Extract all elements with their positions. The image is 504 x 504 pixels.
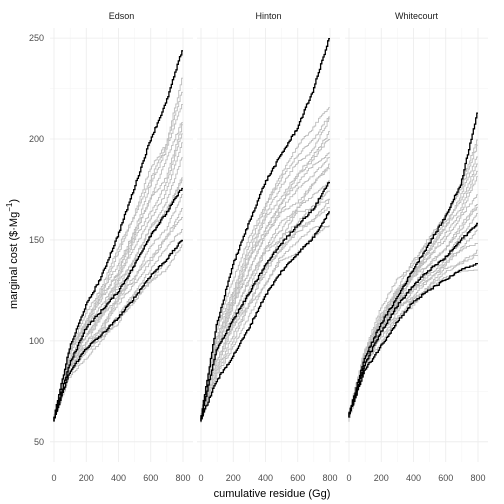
y-axis-title: marginal cost ($·Mg−1) [5,199,20,309]
x-tick-label: 0 [198,473,203,483]
replicate-line [200,190,330,422]
y-tick-label: 250 [29,33,44,43]
x-tick-label: 600 [290,473,305,483]
x-tick-label: 800 [175,473,190,483]
x-tick-label: 0 [346,473,351,483]
highlight-line-1 [348,112,478,418]
replicate-line [348,255,478,421]
replicate-line [200,152,330,422]
y-tick-label: 100 [29,336,44,346]
x-tick-label: 800 [470,473,485,483]
strip-label-hinton: Hinton [255,11,281,21]
replicate-line [53,122,183,422]
highlight-line-1 [200,37,330,422]
highlight-line-3 [200,211,330,422]
replicate-line [200,107,330,422]
replicate-line [53,77,183,422]
highlight-line-2 [53,187,183,422]
y-tick-label: 200 [29,134,44,144]
panel-hinton: Hinton 0 200 400 600 800 [197,11,340,483]
replicate-line [53,157,183,421]
strip-label-edson: Edson [109,11,135,21]
x-tick-label: 200 [226,473,241,483]
x-tick-label: 800 [322,473,337,483]
y-axis-title-close: ) [8,199,20,203]
y-tick-label: 150 [29,235,44,245]
x-tick-label: 200 [79,473,94,483]
y-axis-title-exp: −1 [5,202,14,212]
highlight-line-2 [348,222,478,418]
x-tick-label: 600 [143,473,158,483]
panel-edson: Edson 0 200 400 600 800 [50,11,193,483]
highlight-line-1 [53,50,183,421]
x-tick-label: 200 [374,473,389,483]
panel-whitecourt: Whitecourt 0 200 400 600 800 [345,11,488,483]
replicate-line [348,144,478,420]
highlight-line-3 [348,262,478,418]
y-axis-title-dot: · [8,227,20,231]
x-tick-label: 400 [258,473,273,483]
replicate-line [200,116,330,422]
y-tick-label: 50 [34,437,44,447]
x-tick-label: 600 [438,473,453,483]
y-axis-title-mg: Mg [8,212,20,227]
replicate-line [200,139,330,422]
replicate-line [53,208,183,421]
replicate-line [348,156,478,417]
replicate-line [348,194,478,418]
y-axis-title-units: $ [8,231,20,237]
replicate-line [200,207,330,421]
replicate-line [53,124,183,422]
x-tick-label: 400 [111,473,126,483]
x-axis-title: cumulative residue (Gg) [214,488,331,500]
strip-label-whitecourt: Whitecourt [395,11,439,21]
highlight-line-2 [200,181,330,422]
x-tick-label: 0 [51,473,56,483]
x-tick-label: 400 [406,473,421,483]
replicate-line [200,225,330,423]
highlight-line-3 [53,239,183,422]
replicate-line [53,91,183,422]
replicate-line [200,118,330,422]
y-axis-title-main: marginal cost ( [8,237,20,309]
